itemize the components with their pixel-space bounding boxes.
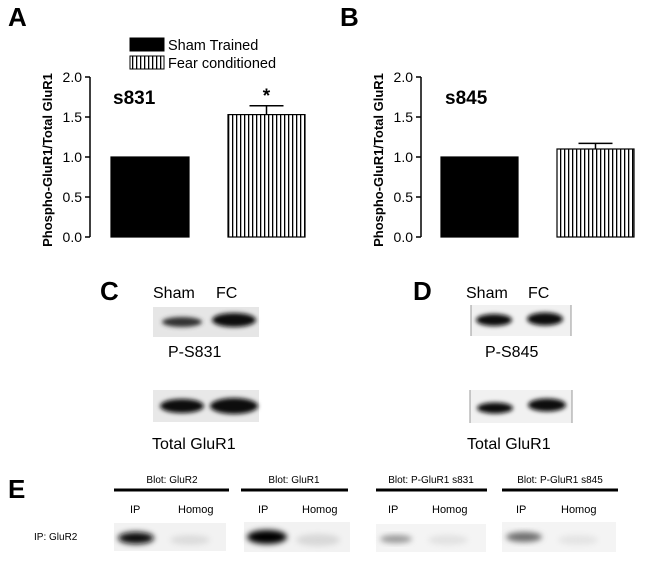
- blot-c: Sham FC P-S831 Total GluR1: [152, 285, 259, 453]
- bar-fear-conditioned: [556, 148, 635, 238]
- bar-sham: [110, 156, 190, 238]
- y-tick-label: 2.0: [63, 69, 83, 85]
- blot-e-p-s831: Blot: P-GluR1 s831 IP Homog: [376, 475, 487, 552]
- y-tick-label: 0.5: [63, 189, 83, 205]
- legend-label-sham: Sham Trained: [168, 38, 258, 54]
- blot-d-total-label: Total GluR1: [467, 436, 551, 453]
- panel-letter-c: C: [100, 276, 119, 306]
- y-tick-label: 1.5: [394, 109, 414, 125]
- blot-e-title-2: Blot: GluR1: [268, 475, 320, 486]
- y-tick-label: 0.5: [394, 189, 414, 205]
- chart-b-annotation: s845: [445, 88, 488, 109]
- blot-d-total-strip: [469, 390, 573, 423]
- y-tick-label: 0.0: [394, 229, 414, 245]
- blot-c-lane-sham: Sham: [153, 285, 195, 302]
- blot-c-lane-fc: FC: [216, 285, 237, 302]
- blot-c-phospho-label: P-S831: [168, 344, 221, 361]
- blot-e-lane-ip-1: IP: [130, 504, 140, 516]
- y-tick-label: 1.0: [394, 149, 414, 165]
- blot-e-p-s845: Blot: P-GluR1 s845 IP Homog: [502, 475, 618, 552]
- blot-c-total-label: Total GluR1: [152, 436, 236, 453]
- y-tick-label: 2.0: [394, 69, 414, 85]
- chart-a-ylabel: Phospho-GluR1/Total GluR1: [40, 73, 55, 247]
- panel-letter-d: D: [413, 276, 432, 306]
- blot-e-lane-ip-3: IP: [388, 504, 398, 516]
- legend-label-fc: Fear conditioned: [168, 56, 276, 72]
- y-tick-label: 1.0: [63, 149, 83, 165]
- blot-e-gluR1: Blot: GluR1 IP Homog: [241, 475, 350, 552]
- blot-d-phospho-label: P-S845: [485, 344, 538, 361]
- blot-e-title-1: Blot: GluR2: [146, 475, 198, 486]
- y-tick-label: 1.5: [63, 109, 83, 125]
- blot-d-lane-fc: FC: [528, 285, 549, 302]
- chart-a-annotation: s831: [113, 88, 156, 109]
- blot-e-lane-ip-2: IP: [258, 504, 268, 516]
- blot-d: Sham FC P-S845 Total GluR1: [466, 285, 573, 453]
- bar-fear-conditioned: [227, 113, 306, 238]
- blot-e-row-label: IP: GluR2: [34, 532, 78, 543]
- legend-swatch-sham: [129, 37, 165, 52]
- chart-a: Phospho-GluR1/Total GluR1 s831 0.0 0.5 1.0…: [40, 69, 306, 247]
- chart-b: Phospho-GluR1/Total GluR1 s845 0.0 0.5 1.0…: [371, 69, 635, 247]
- blot-c-total-strip: [153, 390, 259, 422]
- blot-e-lane-homog-2: Homog: [302, 504, 337, 516]
- blot-e: IP: GluR2 Blot: GluR2 IP Homog Blot: Glu…: [34, 475, 618, 552]
- significance-marker: *: [263, 86, 271, 107]
- panel-letter-e: E: [8, 474, 25, 504]
- blot-e-title-4: Blot: P-GluR1 s845: [517, 475, 603, 486]
- panel-letter-a: A: [8, 2, 27, 32]
- blot-e-title-3: Blot: P-GluR1 s831: [388, 475, 474, 486]
- blot-e-gluR2: Blot: GluR2 IP Homog: [114, 475, 229, 551]
- chart-b-ylabel: Phospho-GluR1/Total GluR1: [371, 73, 386, 247]
- blot-e-lane-ip-4: IP: [516, 504, 526, 516]
- legend-swatch-fc: [129, 55, 165, 70]
- legend: Sham Trained Fear conditioned: [129, 37, 276, 72]
- blot-c-phospho-strip: [153, 307, 259, 337]
- panel-letter-b: B: [340, 2, 359, 32]
- blot-e-lane-homog-1: Homog: [178, 504, 213, 516]
- blot-e-lane-homog-4: Homog: [561, 504, 596, 516]
- y-tick-label: 0.0: [63, 229, 83, 245]
- blot-e-lane-homog-3: Homog: [432, 504, 467, 516]
- blot-d-lane-sham: Sham: [466, 285, 508, 302]
- bar-sham: [440, 156, 519, 238]
- blot-d-phospho-strip: [470, 305, 572, 336]
